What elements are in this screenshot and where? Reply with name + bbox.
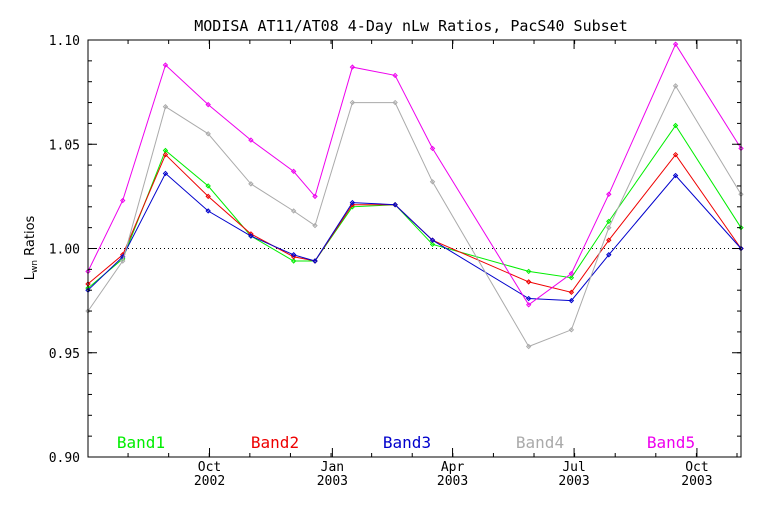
x-tick-label-month: Jul <box>562 460 585 475</box>
y-tick-label: 1.00 <box>49 243 80 258</box>
legend-band1: Band1 <box>117 433 165 452</box>
x-tick-label-month: Apr <box>441 460 465 475</box>
data-point-band5 <box>248 137 254 143</box>
data-point-band4 <box>120 258 126 264</box>
data-point-band3 <box>312 258 318 264</box>
data-point-band1 <box>525 268 532 275</box>
data-point-band1 <box>429 241 436 248</box>
data-point-band5 <box>672 41 679 47</box>
svg-text:Lwn Ratios: Lwn Ratios <box>23 215 40 280</box>
data-point-band3 <box>248 233 254 239</box>
data-point-band5 <box>606 191 612 197</box>
data-point-band1 <box>205 183 211 189</box>
x-tick-label-year: 2003 <box>681 474 712 489</box>
data-point-band4 <box>248 181 254 187</box>
y-tick-label: 1.05 <box>49 138 80 153</box>
data-point-band5 <box>205 101 211 108</box>
data-point-band4 <box>392 99 398 106</box>
data-point-band2 <box>568 289 575 295</box>
data-point-band5 <box>349 64 356 70</box>
y-axis-label-rest: Ratios <box>23 215 38 260</box>
data-point-band1 <box>290 258 297 264</box>
y-tick-label: 0.95 <box>49 347 80 362</box>
data-point-band2 <box>672 151 679 158</box>
series-line-band5 <box>87 43 742 306</box>
data-point-band3 <box>120 254 126 260</box>
y-axis-label: Lwn Ratios <box>23 215 40 280</box>
y-axis-label-main: L <box>23 272 38 280</box>
x-tick-label-year: 2003 <box>437 474 468 489</box>
data-point-band2 <box>525 279 532 285</box>
data-point-band5 <box>525 302 532 308</box>
data-point-band1 <box>606 218 612 225</box>
data-point-band4 <box>205 131 211 137</box>
data-point-band5 <box>162 62 169 68</box>
data-point-band5 <box>120 197 126 204</box>
data-point-band1 <box>738 224 744 231</box>
data-point-band5 <box>568 270 575 277</box>
legend-band4: Band4 <box>516 433 564 452</box>
legend-band3: Band3 <box>383 433 431 452</box>
data-point-band1 <box>162 147 169 154</box>
data-point-band4 <box>349 99 356 106</box>
data-point-band2 <box>85 281 91 287</box>
data-point-band3 <box>672 172 679 179</box>
data-point-band5 <box>85 268 91 275</box>
data-point-band5 <box>312 193 318 200</box>
x-tick-label-year: 2003 <box>558 474 589 489</box>
data-point-band3 <box>162 170 169 177</box>
legend-band2: Band2 <box>251 433 299 452</box>
y-axis-label-sub: wn <box>30 260 40 273</box>
data-point-band3 <box>349 199 356 206</box>
data-point-band3 <box>392 202 398 208</box>
data-point-band3 <box>606 252 612 258</box>
data-point-band4 <box>290 208 297 214</box>
data-point-band4 <box>162 104 169 110</box>
data-point-band3 <box>525 295 532 302</box>
x-tick-label-year: 2002 <box>194 474 225 489</box>
series-line-band4 <box>87 84 742 348</box>
data-point-band3 <box>568 297 575 304</box>
x-tick-label-month: Jan <box>321 460 344 475</box>
data-point-band4 <box>429 179 436 185</box>
data-point-band5 <box>429 145 436 152</box>
chart-title: MODISA AT11/AT08 4-Day nLw Ratios, PacS4… <box>194 17 627 35</box>
series-line-band3 <box>87 172 742 302</box>
series-line-band1 <box>87 124 742 289</box>
data-point-band4 <box>312 222 318 229</box>
data-point-band4 <box>606 224 612 231</box>
data-point-band1 <box>672 122 679 129</box>
data-point-band4 <box>672 83 679 89</box>
data-point-band4 <box>525 343 532 350</box>
x-tick-label-month: Oct <box>198 460 221 475</box>
data-point-band5 <box>738 145 744 152</box>
data-point-band3 <box>738 245 744 252</box>
legend-band5: Band5 <box>647 433 695 452</box>
data-point-band2 <box>606 237 612 243</box>
data-point-band3 <box>429 237 436 243</box>
data-point-band3 <box>290 252 297 258</box>
x-tick-label-year: 2003 <box>317 474 348 489</box>
data-point-band2 <box>205 193 211 200</box>
plot-frame <box>87 39 742 458</box>
data-point-band4 <box>568 327 575 333</box>
data-point-band2 <box>162 151 169 158</box>
data-point-band5 <box>290 168 297 175</box>
data-point-band1 <box>568 274 575 281</box>
data-point-band5 <box>392 72 398 79</box>
y-tick-label: 1.10 <box>49 34 80 49</box>
y-tick-label: 0.90 <box>49 451 80 466</box>
x-tick-label-month: Oct <box>685 460 708 475</box>
data-point-band3 <box>205 208 211 214</box>
data-point-band4 <box>738 191 744 197</box>
